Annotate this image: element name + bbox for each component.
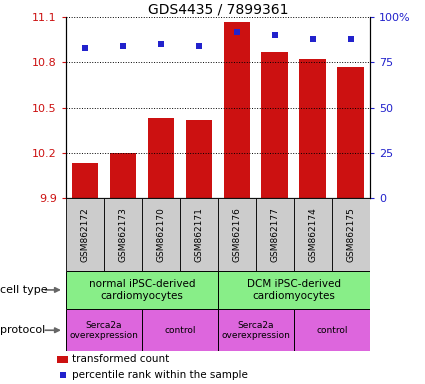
Bar	[218, 271, 370, 309]
Text: cell type: cell type	[0, 285, 48, 295]
Point	[347, 36, 354, 42]
Bar	[57, 356, 68, 363]
Point	[233, 29, 240, 35]
Text: GSM862172: GSM862172	[80, 207, 89, 262]
Bar	[180, 198, 218, 271]
Bar	[142, 309, 218, 351]
Point	[309, 36, 316, 42]
Point	[119, 43, 126, 49]
Bar	[332, 198, 370, 271]
Text: protocol: protocol	[0, 325, 45, 335]
Text: GSM862173: GSM862173	[118, 207, 127, 262]
Bar	[256, 198, 294, 271]
Text: GSM862177: GSM862177	[270, 207, 279, 262]
Bar	[294, 309, 370, 351]
Text: control: control	[164, 326, 196, 335]
Point	[60, 372, 66, 378]
Bar	[218, 309, 294, 351]
Bar	[66, 271, 218, 309]
Bar	[224, 22, 250, 198]
Bar	[300, 60, 326, 198]
Bar	[66, 309, 142, 351]
Bar	[71, 163, 98, 198]
Text: transformed count: transformed count	[72, 354, 170, 364]
Text: GSM862176: GSM862176	[232, 207, 241, 262]
Bar	[104, 198, 142, 271]
Bar	[186, 119, 212, 198]
Text: GSM862171: GSM862171	[194, 207, 203, 262]
Text: Serca2a
overexpression: Serca2a overexpression	[69, 321, 138, 340]
Title: GDS4435 / 7899361: GDS4435 / 7899361	[147, 2, 288, 16]
Text: GSM862174: GSM862174	[308, 207, 317, 262]
Point	[272, 32, 278, 38]
Bar	[110, 153, 136, 198]
Bar	[261, 52, 288, 198]
Bar	[294, 198, 332, 271]
Point	[196, 43, 202, 49]
Bar	[218, 198, 256, 271]
Text: Serca2a
overexpression: Serca2a overexpression	[221, 321, 290, 340]
Text: control: control	[316, 326, 348, 335]
Text: normal iPSC-derived
cardiomyocytes: normal iPSC-derived cardiomyocytes	[88, 279, 195, 301]
Text: GSM862170: GSM862170	[156, 207, 165, 262]
Point	[157, 41, 164, 48]
Bar	[142, 198, 180, 271]
Text: GSM862175: GSM862175	[346, 207, 355, 262]
Point	[82, 45, 88, 51]
Bar	[147, 118, 174, 198]
Bar	[66, 198, 104, 271]
Text: DCM iPSC-derived
cardiomyocytes: DCM iPSC-derived cardiomyocytes	[247, 279, 341, 301]
Bar	[337, 67, 364, 198]
Text: percentile rank within the sample: percentile rank within the sample	[72, 370, 248, 380]
